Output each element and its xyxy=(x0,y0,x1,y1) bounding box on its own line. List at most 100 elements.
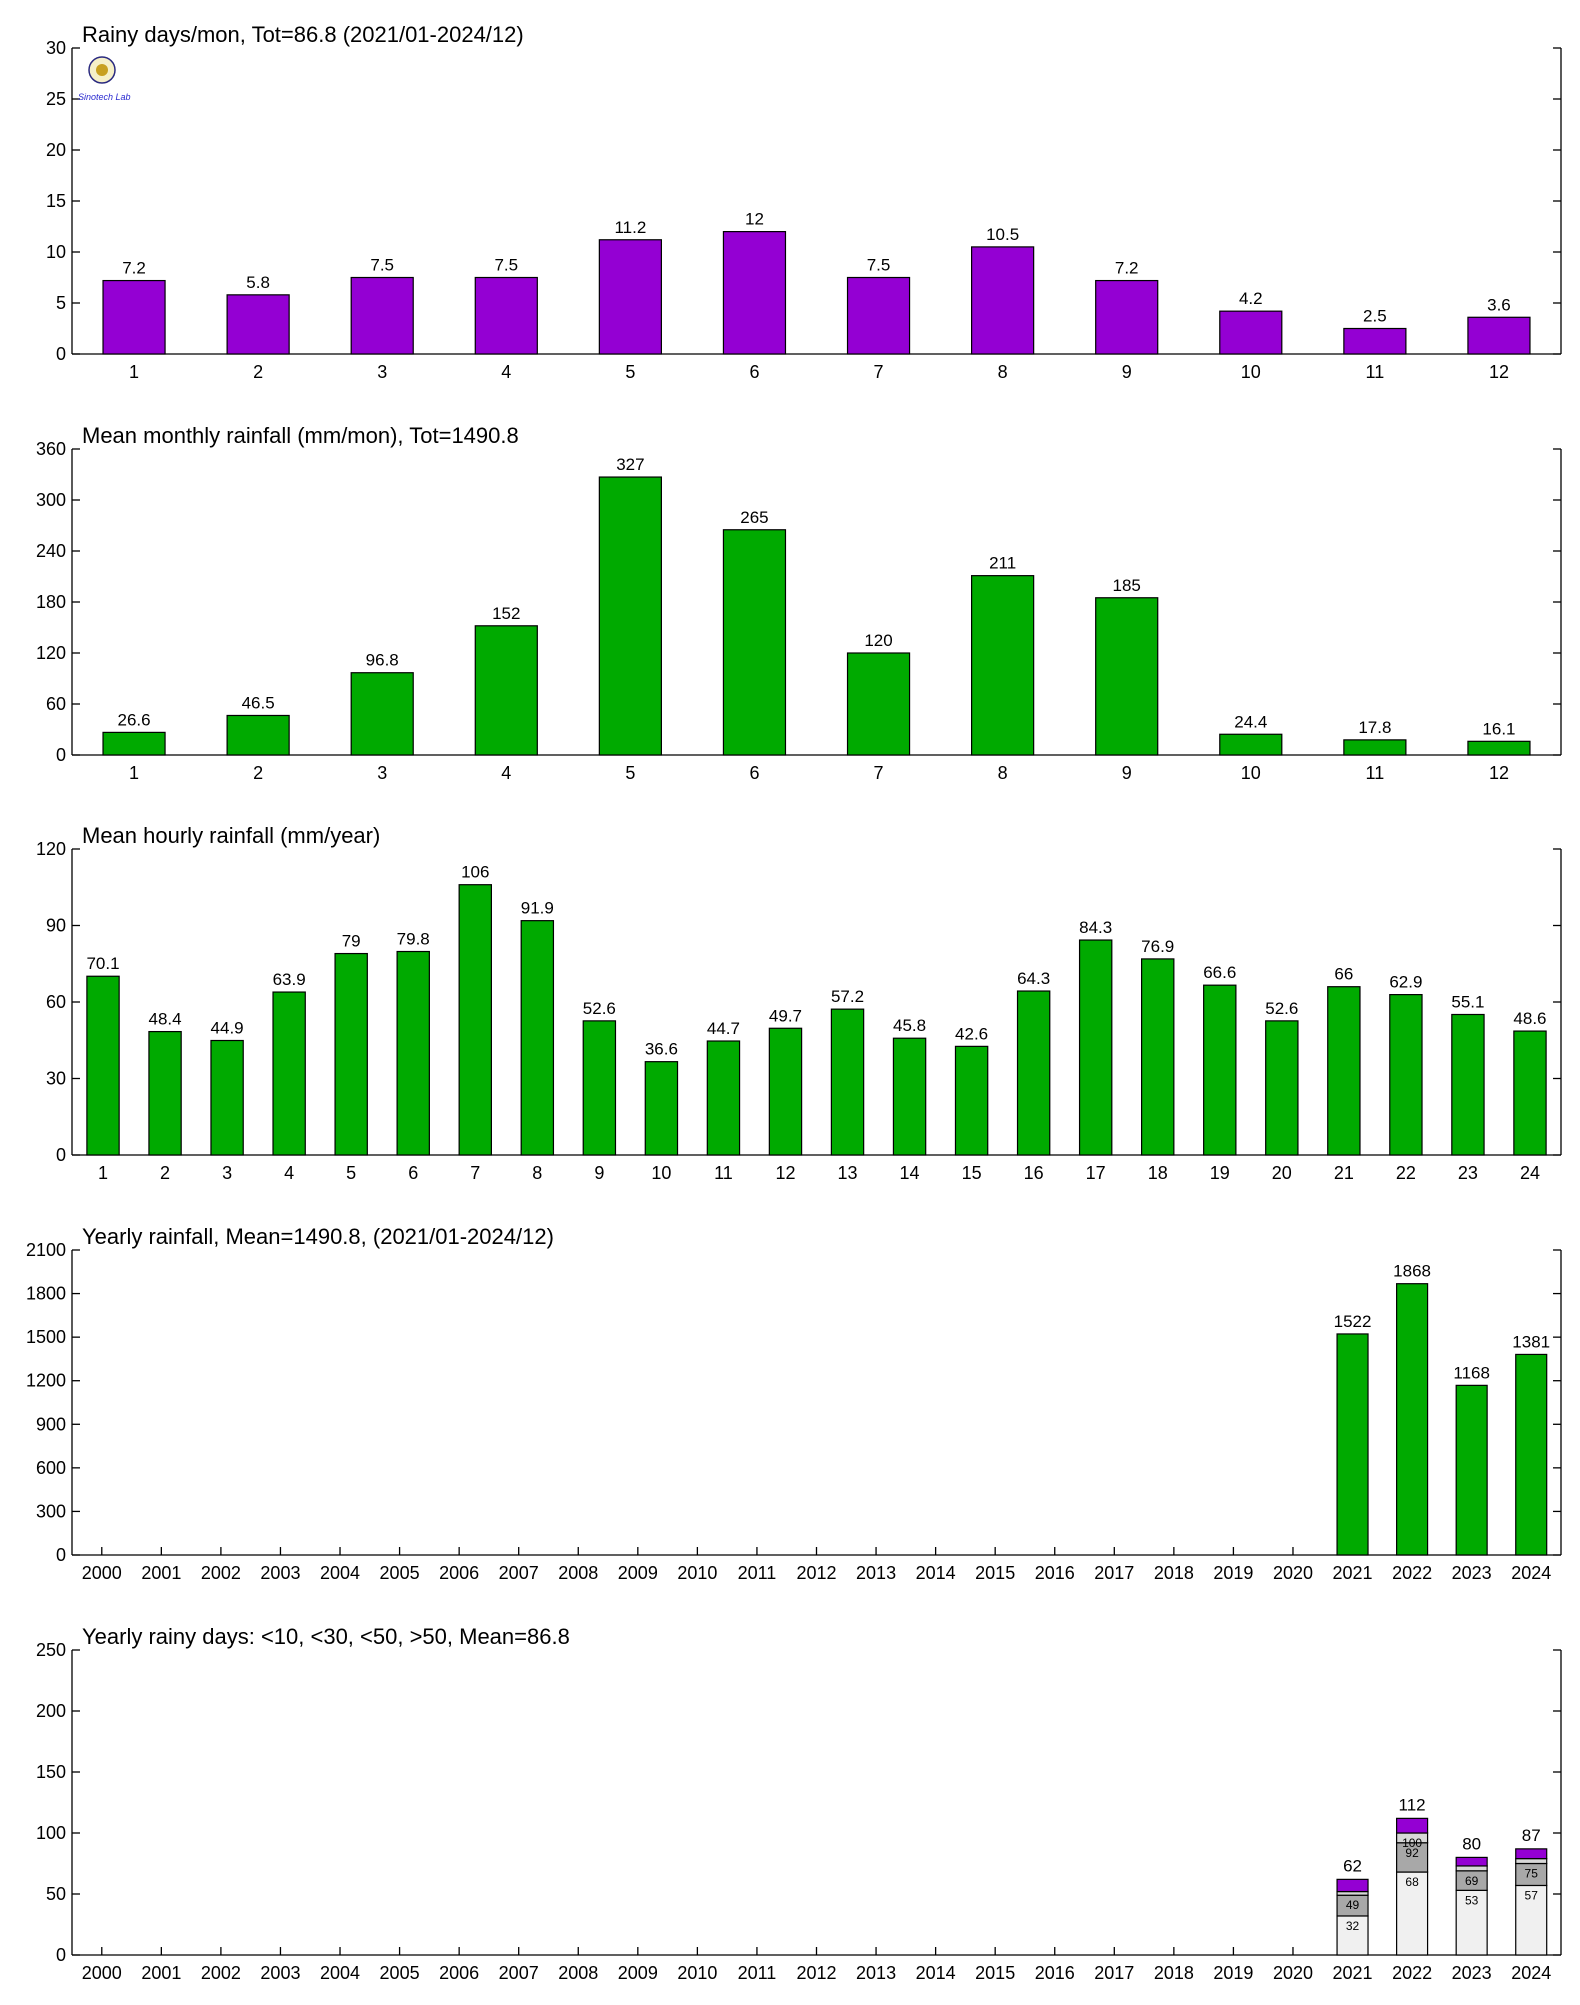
bar-10 xyxy=(1219,310,1283,355)
data-label: 49.7 xyxy=(769,1006,802,1025)
panel-hourly_rainfall: Mean hourly rainfall (mm/year)0306090120… xyxy=(36,823,1562,1183)
data-label: 62.9 xyxy=(1389,973,1422,992)
x-tick-label: 12 xyxy=(775,1163,795,1183)
x-tick-label: 10 xyxy=(651,1163,671,1183)
stack-segment-2023-3 xyxy=(1455,1856,1488,1867)
x-tick-label: 2007 xyxy=(499,1563,539,1583)
x-tick-label: 11 xyxy=(1366,362,1385,382)
data-label: 16.1 xyxy=(1482,719,1515,738)
stack-segment-2022-1 xyxy=(1396,1842,1429,1873)
bar-8 xyxy=(520,920,555,1156)
bar-12 xyxy=(768,1027,803,1156)
x-tick-label: 2000 xyxy=(82,1563,122,1583)
segment-label: 69 xyxy=(1465,1874,1479,1888)
x-tick-label: 2010 xyxy=(677,1563,717,1583)
x-tick-label: 2009 xyxy=(618,1563,658,1583)
data-label: 5.8 xyxy=(246,273,270,292)
x-tick-label: 9 xyxy=(1122,763,1132,783)
data-label: 79.8 xyxy=(397,930,430,949)
x-tick-label: 11 xyxy=(714,1163,733,1183)
data-label: 96.8 xyxy=(366,651,399,670)
data-label: 55.1 xyxy=(1451,992,1484,1011)
data-label: 185 xyxy=(1113,576,1141,595)
x-tick-label: 18 xyxy=(1148,1163,1168,1183)
x-tick-label: 2000 xyxy=(82,1963,122,1983)
logo-text: Sinotech Lab xyxy=(78,92,131,102)
bar-16 xyxy=(1016,990,1051,1156)
data-label: 63.9 xyxy=(273,970,306,989)
bar-4 xyxy=(474,276,538,355)
x-tick-label: 2023 xyxy=(1452,1563,1492,1583)
x-tick-label: 5 xyxy=(625,763,635,783)
x-tick-label: 1 xyxy=(129,763,139,783)
chart-title: Yearly rainfall, Mean=1490.8, (2021/01-2… xyxy=(82,1224,554,1249)
bar-12 xyxy=(1467,316,1531,355)
y-tick-label: 0 xyxy=(56,1145,66,1165)
data-label: 52.6 xyxy=(583,999,616,1018)
bar-2023 xyxy=(1455,1384,1488,1556)
stack-segment-2021-3 xyxy=(1336,1878,1369,1893)
lab-logo: Sinotech Lab xyxy=(78,56,131,102)
x-tick-label: 2014 xyxy=(916,1963,956,1983)
x-tick-label: 17 xyxy=(1086,1163,1106,1183)
x-tick-label: 10 xyxy=(1241,362,1261,382)
data-label: 152 xyxy=(492,604,520,623)
bar-9 xyxy=(1095,279,1159,355)
x-tick-label: 2024 xyxy=(1511,1963,1551,1983)
bar-20 xyxy=(1265,1020,1299,1156)
bar-6 xyxy=(722,529,787,756)
x-tick-label: 2011 xyxy=(738,1563,777,1583)
x-tick-label: 9 xyxy=(594,1163,604,1183)
x-tick-label: 2001 xyxy=(141,1563,181,1583)
x-tick-label: 2 xyxy=(160,1163,170,1183)
total-label: 112 xyxy=(1399,1795,1426,1814)
x-tick-label: 3 xyxy=(377,763,387,783)
x-tick-label: 2015 xyxy=(975,1563,1015,1583)
bar-22 xyxy=(1389,994,1423,1156)
bar-1 xyxy=(102,731,166,756)
data-label: 265 xyxy=(740,508,768,527)
bar-24 xyxy=(1513,1030,1547,1156)
y-tick-label: 20 xyxy=(46,140,66,160)
x-tick-label: 2011 xyxy=(738,1963,777,1983)
y-tick-label: 120 xyxy=(36,839,66,859)
x-tick-label: 6 xyxy=(749,763,759,783)
segment-label: 32 xyxy=(1346,1919,1360,1933)
y-tick-label: 5 xyxy=(56,293,66,313)
bar-7 xyxy=(458,884,493,1156)
bar-13 xyxy=(830,1008,865,1156)
data-label: 42.6 xyxy=(955,1024,988,1043)
x-tick-label: 2022 xyxy=(1392,1963,1432,1983)
data-label: 26.6 xyxy=(117,710,150,729)
data-label: 7.5 xyxy=(867,256,891,275)
x-tick-label: 2007 xyxy=(499,1963,539,1983)
x-tick-label: 15 xyxy=(962,1163,982,1183)
data-label: 7.2 xyxy=(122,259,146,278)
data-label: 66.6 xyxy=(1203,963,1236,982)
segment-label: 57 xyxy=(1525,1888,1539,1902)
bar-15 xyxy=(954,1045,989,1156)
x-tick-label: 11 xyxy=(1366,763,1385,783)
bar-8 xyxy=(971,246,1035,355)
segment-label: 100 xyxy=(1402,1836,1422,1850)
chart-title: Mean hourly rainfall (mm/year) xyxy=(82,823,380,848)
x-tick-label: 2002 xyxy=(201,1563,241,1583)
segment-label: 75 xyxy=(1525,1867,1539,1881)
segment-label: 53 xyxy=(1465,1893,1479,1907)
x-tick-label: 8 xyxy=(532,1163,542,1183)
total-label: 80 xyxy=(1462,1834,1481,1853)
y-tick-label: 50 xyxy=(46,1884,66,1904)
x-tick-label: 2009 xyxy=(618,1963,658,1983)
bar-9 xyxy=(1095,597,1159,756)
bar-9 xyxy=(582,1020,617,1156)
x-tick-label: 2018 xyxy=(1154,1963,1194,1983)
x-tick-label: 7 xyxy=(874,763,884,783)
bar-11 xyxy=(1343,327,1407,355)
x-tick-label: 2 xyxy=(253,763,263,783)
data-label: 327 xyxy=(616,455,644,474)
x-tick-label: 2017 xyxy=(1094,1963,1134,1983)
segment-label: 68 xyxy=(1405,1875,1419,1889)
data-label: 44.9 xyxy=(211,1019,244,1038)
data-label: 1522 xyxy=(1334,1312,1372,1331)
